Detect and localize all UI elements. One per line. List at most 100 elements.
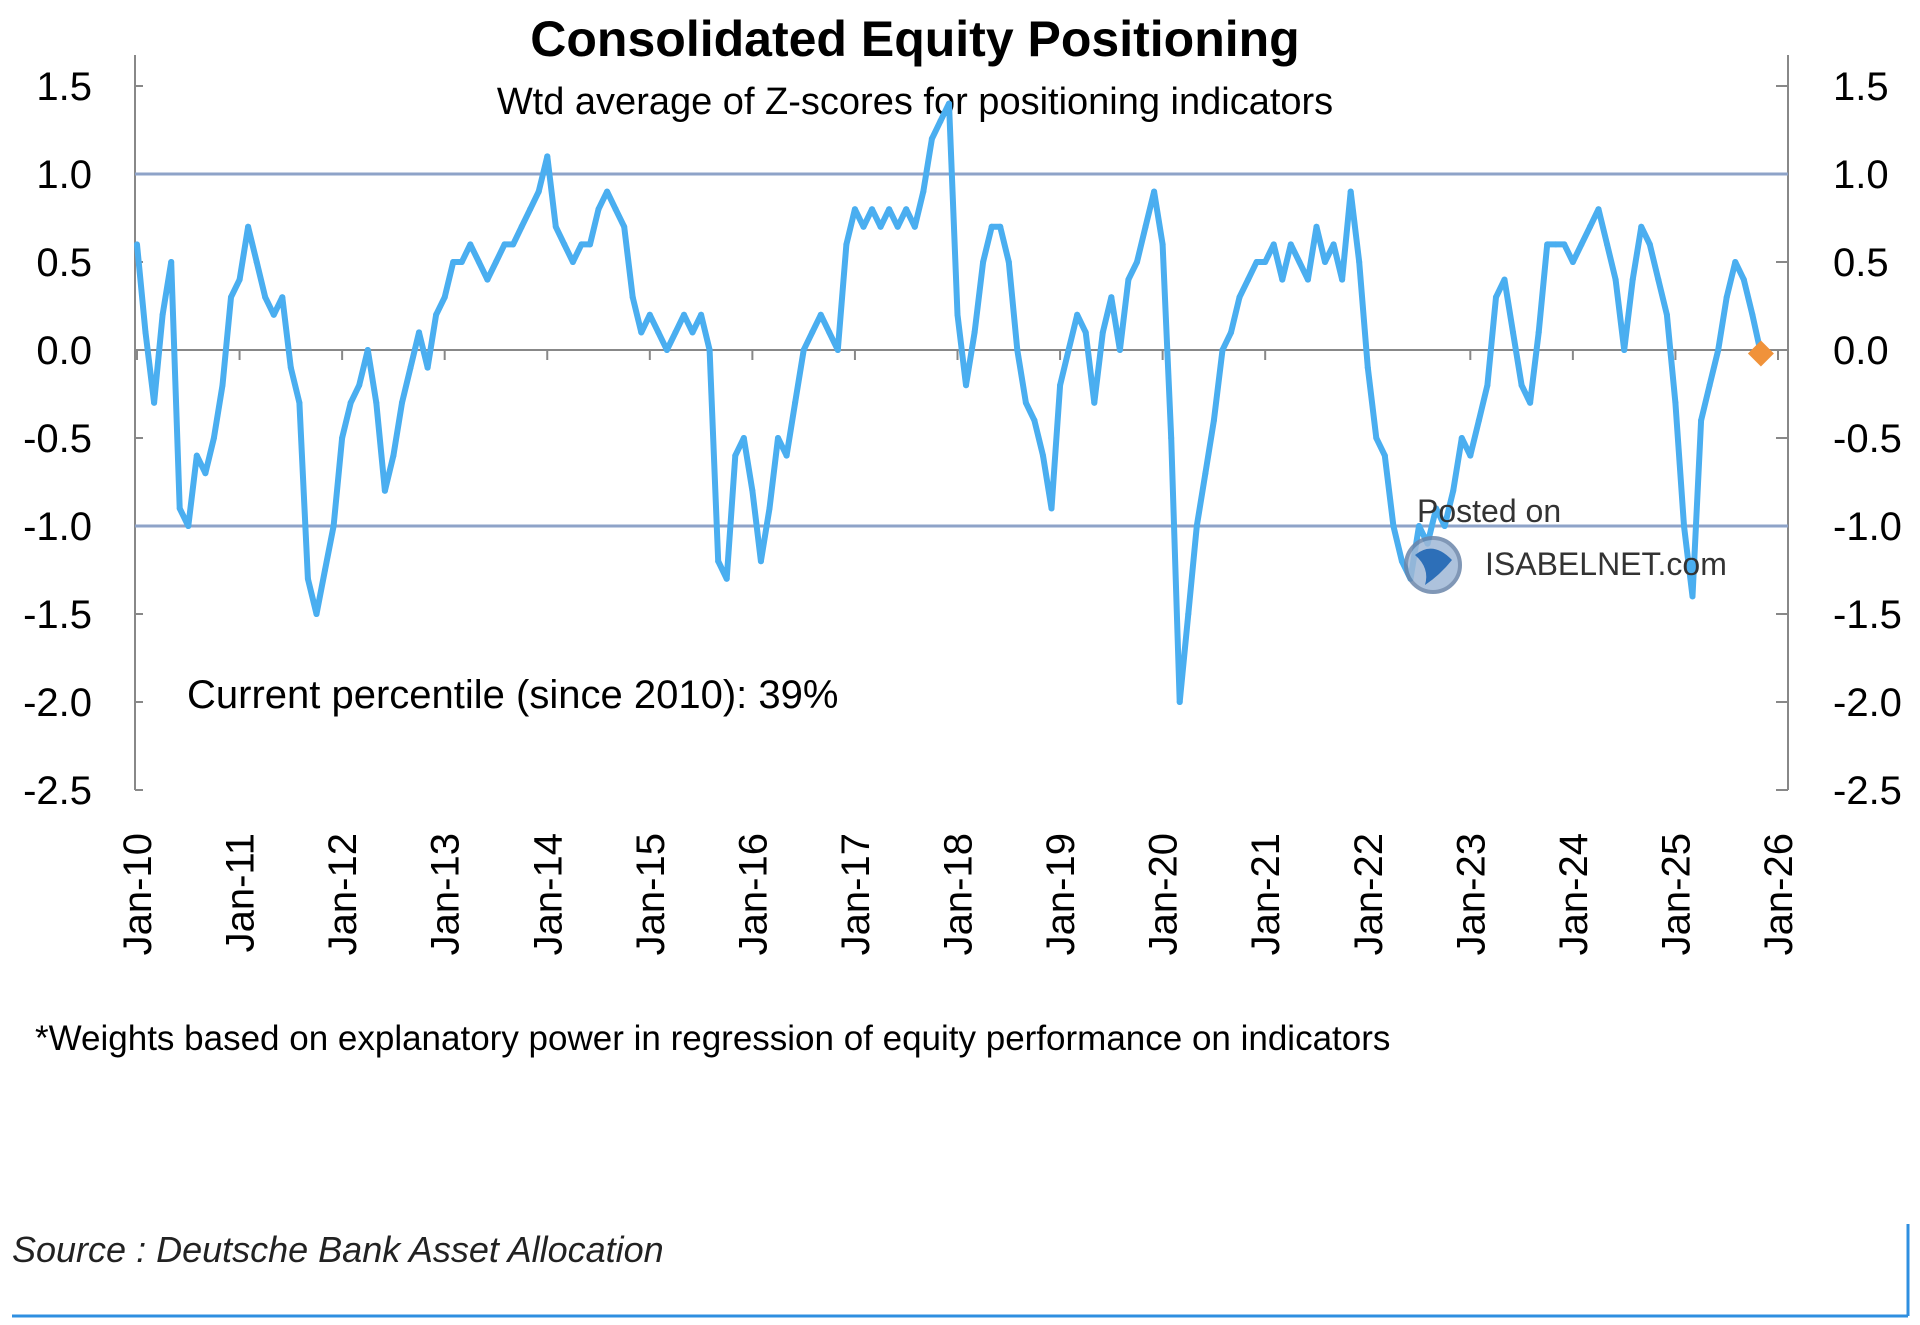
- left-y-tick-label: -2.0: [23, 681, 92, 725]
- data-point: [433, 311, 440, 318]
- left-y-tick-label: 0.5: [36, 241, 92, 285]
- data-point: [347, 399, 354, 406]
- data-point: [586, 241, 593, 248]
- data-point: [1116, 347, 1123, 353]
- data-point: [1091, 399, 1098, 406]
- x-tick-label: Jan-20: [1142, 833, 1186, 955]
- data-point: [279, 294, 286, 301]
- left-y-tick-label: -1.0: [23, 505, 92, 549]
- data-point: [749, 487, 756, 494]
- x-tick-label: Jan-26: [1757, 833, 1801, 955]
- data-point: [219, 382, 226, 389]
- data-point: [672, 329, 679, 336]
- data-point: [356, 382, 363, 389]
- data-point: [1501, 276, 1508, 283]
- source-note: Source : Deutsche Bank Asset Allocation: [12, 1229, 664, 1270]
- data-point: [1193, 523, 1200, 529]
- data-point: [424, 364, 431, 371]
- data-point: [1133, 259, 1140, 265]
- data-point: [920, 188, 927, 195]
- data-point: [1381, 452, 1388, 459]
- data-point: [1330, 241, 1337, 248]
- data-point: [1552, 241, 1559, 248]
- data-point: [869, 206, 876, 213]
- data-point: [322, 567, 329, 573]
- data-point: [1629, 276, 1636, 283]
- data-point: [1151, 188, 1158, 195]
- data-point: [792, 399, 799, 406]
- data-point: [1373, 435, 1380, 441]
- data-point: [1698, 417, 1705, 424]
- data-point: [988, 223, 995, 230]
- data-point: [698, 311, 705, 318]
- data-point: [1176, 699, 1183, 705]
- data-point: [629, 294, 636, 301]
- data-point: [1014, 347, 1021, 353]
- data-point: [1484, 382, 1491, 389]
- data-point: [1339, 276, 1346, 283]
- data-point: [475, 259, 482, 265]
- data-point: [1535, 329, 1542, 336]
- data-point: [980, 259, 987, 265]
- data-point: [757, 558, 764, 565]
- percentile-annotation: Current percentile (since 2010): 39%: [187, 673, 838, 717]
- data-point: [1749, 311, 1756, 318]
- data-point: [954, 311, 961, 318]
- data-point: [1655, 276, 1662, 283]
- data-point: [604, 188, 611, 195]
- data-point: [578, 241, 585, 248]
- data-point: [1031, 417, 1038, 424]
- data-point: [1586, 223, 1593, 230]
- data-point: [638, 329, 645, 336]
- data-point: [1715, 347, 1722, 353]
- right-y-tick-label: -0.5: [1833, 417, 1902, 461]
- data-point: [723, 575, 730, 582]
- data-point: [937, 118, 944, 125]
- data-point: [1005, 259, 1012, 265]
- data-point: [228, 294, 235, 301]
- chart-title: Consolidated Equity Positioning: [530, 11, 1299, 67]
- data-point: [1125, 276, 1132, 283]
- data-point: [262, 294, 269, 301]
- x-tick-label: Jan-10: [116, 833, 160, 955]
- data-point: [390, 452, 397, 459]
- data-point: [270, 311, 277, 318]
- data-point: [1723, 294, 1730, 301]
- data-point: [1065, 347, 1072, 353]
- data-point: [1416, 523, 1423, 529]
- data-point: [1638, 223, 1645, 230]
- x-tick-label: Jan-23: [1449, 833, 1493, 955]
- data-point: [501, 241, 508, 248]
- data-point: [168, 259, 175, 265]
- data-point: [1689, 593, 1696, 600]
- x-tick-label: Jan-11: [219, 833, 263, 952]
- data-point: [1621, 347, 1628, 353]
- x-tick-label: Jan-17: [834, 833, 878, 955]
- data-point: [1604, 241, 1611, 248]
- data-point: [1732, 259, 1739, 265]
- data-point: [176, 505, 183, 512]
- data-point: [834, 347, 841, 353]
- data-point: [330, 523, 337, 529]
- data-point: [851, 206, 858, 213]
- data-point: [1262, 259, 1269, 265]
- data-point: [373, 399, 380, 406]
- data-point: [407, 364, 414, 371]
- data-point: [253, 259, 260, 265]
- data-point: [1228, 329, 1234, 336]
- data-point: [817, 311, 824, 318]
- watermark-site: ISABELNET.com: [1485, 546, 1727, 582]
- data-point: [1304, 276, 1311, 283]
- data-point: [416, 329, 423, 336]
- data-point: [886, 206, 893, 213]
- data-point: [1569, 259, 1576, 265]
- left-y-tick-label: 1.0: [36, 153, 92, 197]
- data-point: [1099, 329, 1106, 336]
- data-point: [903, 206, 910, 213]
- data-point: [655, 329, 662, 336]
- data-point: [287, 364, 294, 371]
- data-point: [518, 223, 525, 230]
- data-point: [210, 435, 217, 441]
- data-point: [1236, 294, 1243, 301]
- data-point: [1680, 523, 1687, 529]
